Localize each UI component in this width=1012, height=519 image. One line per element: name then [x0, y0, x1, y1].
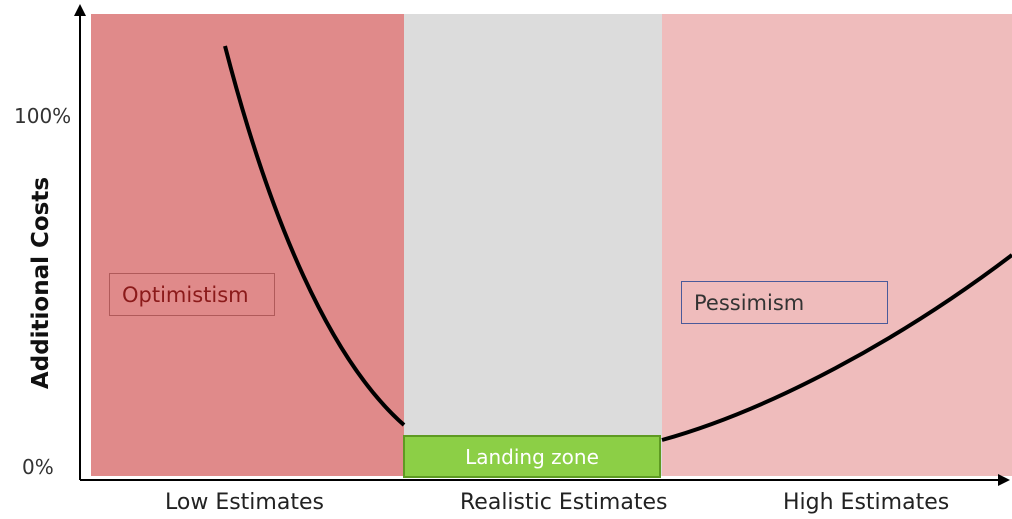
high-estimates-zone: [662, 14, 1012, 476]
x-label-realistic: Realistic Estimates: [460, 490, 668, 515]
cost-curve-right: [661, 253, 1012, 442]
y-axis-arrow: [74, 4, 86, 16]
optimism-label: Optimistism: [109, 273, 275, 316]
x-label-high: High Estimates: [783, 490, 950, 515]
pessimism-label: Pessimism: [681, 281, 888, 324]
realistic-estimates-zone: [404, 14, 662, 476]
cost-curve-left: [223, 45, 406, 427]
y-tick-100: 100%: [14, 104, 72, 128]
landing-zone-box: Landing zone: [403, 435, 661, 478]
x-label-low: Low Estimates: [165, 490, 324, 515]
x-axis-arrow: [998, 474, 1010, 486]
low-estimates-zone: [91, 14, 404, 476]
y-axis-title: Additional Costs: [28, 176, 54, 390]
y-tick-0: 0%: [22, 455, 54, 479]
